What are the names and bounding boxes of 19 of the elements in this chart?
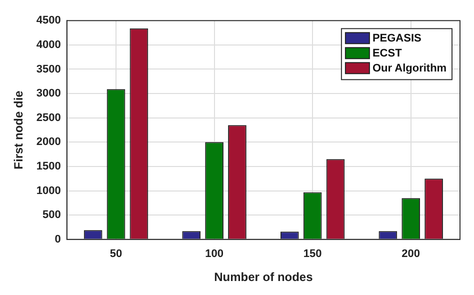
x-tick-label: 50 xyxy=(110,248,122,260)
x-tick-label: 100 xyxy=(205,248,224,260)
y-tick-label: 4000 xyxy=(36,38,61,51)
x-tick-label: 150 xyxy=(303,248,322,260)
y-tick-label: 3500 xyxy=(36,63,61,76)
legend-label: PEGASIS xyxy=(372,32,422,45)
y-axis-title: First node die xyxy=(12,90,26,170)
legend-label: Our Algorithm xyxy=(372,62,447,75)
y-tick-label: 1000 xyxy=(36,184,61,197)
y-tick-label: 1500 xyxy=(36,160,61,172)
y-tick-label: 3000 xyxy=(36,88,61,100)
y-tick-label: 2000 xyxy=(36,136,61,148)
legend-label: ECST xyxy=(372,48,402,60)
y-tick-label: 500 xyxy=(42,209,61,222)
x-tick-label: 200 xyxy=(402,248,420,260)
x-axis-title: Number of nodes xyxy=(214,270,314,284)
y-tick-label: 2500 xyxy=(36,112,61,124)
y-tick-label: 4500 xyxy=(36,14,61,27)
y-tick-label: 0 xyxy=(54,233,61,246)
